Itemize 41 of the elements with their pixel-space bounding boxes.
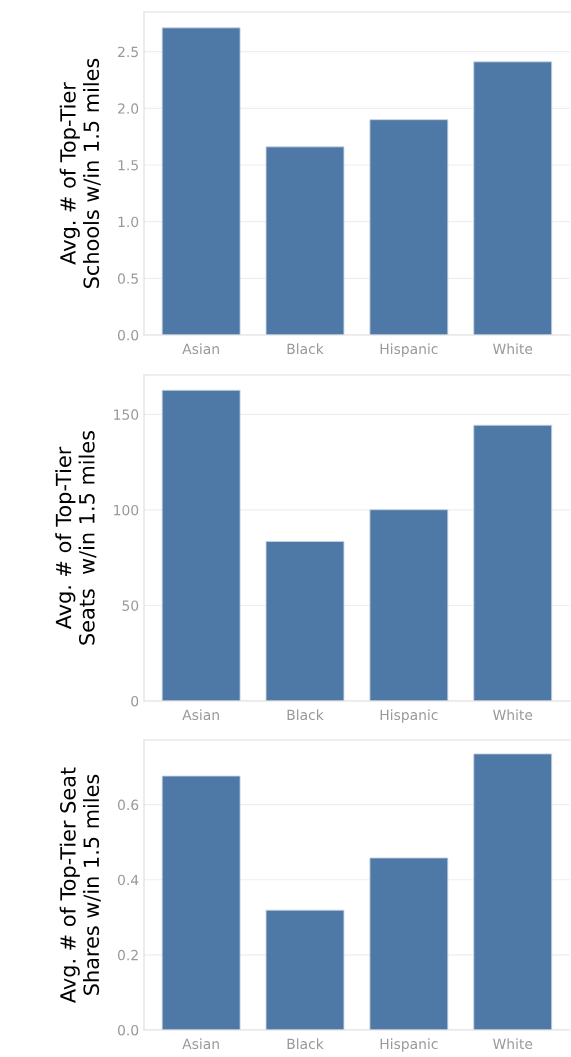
- y-tick-label: 0.0: [117, 1024, 139, 1036]
- bar: [161, 389, 241, 701]
- y-tick-label: 50: [122, 600, 139, 611]
- y-axis-title: Avg. # of Top-Tier Schools w/in 1.5 miles: [59, 58, 101, 288]
- y-tick-label: 2.5: [118, 46, 138, 58]
- bar: [265, 541, 345, 701]
- bar: [161, 27, 241, 335]
- bar: [473, 753, 553, 1030]
- y-tick-label: 150: [114, 409, 139, 420]
- x-tick-label: Asian: [182, 1038, 219, 1050]
- y-tick-label: 0.5: [117, 273, 138, 284]
- y-tick-label: 0.2: [117, 949, 138, 961]
- y-axis-title: Avg. # of Top-Tier Seats w/in 1.5 miles: [55, 430, 97, 645]
- y-tick-label: 0: [131, 695, 139, 707]
- x-tick-label: White: [493, 1038, 533, 1050]
- y-tick-label: 2.0: [118, 103, 139, 114]
- x-tick-label: Hispanic: [380, 1038, 438, 1052]
- x-tick-label: Black: [287, 343, 324, 355]
- x-tick-label: White: [493, 343, 533, 355]
- y-tick-label: 0.0: [117, 329, 139, 341]
- bar: [369, 857, 449, 1030]
- y-tick-label: 0.6: [117, 799, 139, 811]
- y-tick-label: 0.4: [117, 874, 139, 886]
- x-tick-label: Hispanic: [380, 343, 438, 357]
- y-axis-title: Avg. # of Top-Tier Seat Shares w/in 1.5 miles: [59, 767, 101, 1003]
- x-tick-label: Black: [287, 1038, 324, 1050]
- bar: [265, 909, 345, 1030]
- x-tick-label: Black: [287, 709, 324, 721]
- y-tick-label: 1.5: [118, 160, 138, 171]
- x-tick-label: White: [493, 709, 533, 721]
- bar: [369, 119, 449, 335]
- x-tick-label: Asian: [182, 709, 219, 721]
- bar: [473, 61, 553, 335]
- bar: [473, 424, 553, 701]
- bar: [369, 509, 449, 701]
- y-tick-label: 100: [114, 504, 139, 516]
- bar: [161, 775, 241, 1030]
- bar: [265, 146, 345, 335]
- x-tick-label: Asian: [182, 343, 219, 355]
- x-tick-label: Hispanic: [380, 709, 438, 723]
- y-tick-label: 1.0: [118, 216, 139, 228]
